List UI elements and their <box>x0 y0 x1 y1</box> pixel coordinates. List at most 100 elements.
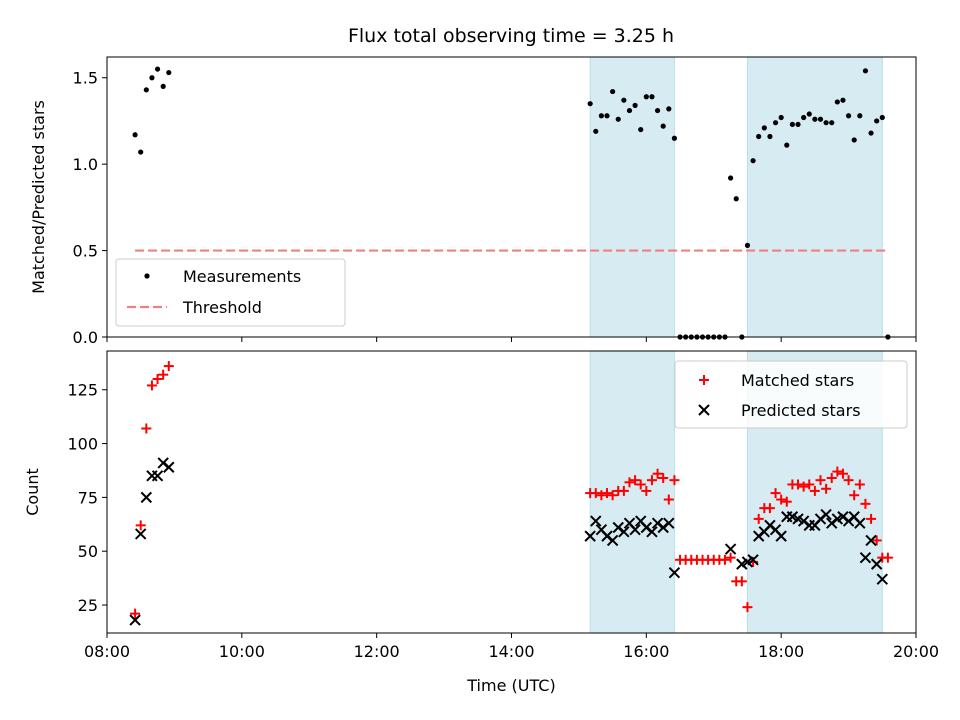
measurement-point <box>789 121 796 128</box>
bottom-y-tick-label: 25 <box>78 596 98 615</box>
measurement-point <box>857 113 863 119</box>
predicted-star-point <box>820 508 832 521</box>
top-y-tick-label: 1.0 <box>73 155 98 174</box>
matched-star-point <box>158 369 169 380</box>
matched-star-point <box>815 475 826 486</box>
predicted-star-point <box>870 558 883 570</box>
matched-star-point <box>602 488 613 499</box>
x-tick-label: 08:00 <box>84 642 130 661</box>
measurement-point <box>744 242 751 248</box>
predicted-star-point-b <box>859 551 872 564</box>
top-highlight-span <box>746 56 883 338</box>
matched-star-point <box>624 477 635 488</box>
top-y-tick-label: 0.0 <box>73 328 98 347</box>
measurement-point <box>812 116 818 122</box>
legend-predicted-label: Predicted stars <box>741 401 861 420</box>
predicted-star-point-b <box>590 515 602 527</box>
matched-star-point <box>719 554 730 565</box>
matched-star-point <box>770 488 781 499</box>
measurement-point <box>632 102 638 108</box>
predicted-star-point-b <box>747 554 759 566</box>
measurement-point <box>862 68 869 74</box>
matched-star-point <box>826 473 837 484</box>
matched-star-point <box>809 485 820 496</box>
measurement-point <box>615 116 621 122</box>
matched-star-point <box>776 494 787 505</box>
predicted-star-point <box>140 491 153 504</box>
top-y-axis-label: Matched/Predicted stars <box>29 100 48 294</box>
measurement-point <box>801 114 807 121</box>
predicted-star-point-b <box>876 573 888 585</box>
matched-star-point <box>854 479 865 490</box>
top-legend: Measurements Threshold <box>115 258 346 327</box>
predicted-star-point-b <box>792 513 804 525</box>
measurement-point <box>728 175 734 181</box>
measurement-point <box>817 116 824 122</box>
matched-star-point <box>764 503 775 514</box>
matched-star-point <box>663 494 674 505</box>
top-legend-box <box>115 258 346 327</box>
measurement-point <box>593 128 599 134</box>
bottom-legend: Matched stars Predicted stars <box>674 360 908 429</box>
predicted-star-point <box>876 573 888 585</box>
predicted-star-point-b <box>135 528 147 540</box>
x-tick-label: 14:00 <box>488 642 534 661</box>
measurement-point <box>138 149 144 155</box>
legend-predicted-marker-b <box>698 404 710 416</box>
predicted-star-point <box>163 461 175 473</box>
predicted-star-point-b <box>595 523 608 536</box>
predicted-star-point-b <box>584 530 596 542</box>
measurement-point <box>874 118 880 124</box>
predicted-star-point-b <box>775 530 787 542</box>
predicted-star-point-b <box>646 526 658 538</box>
matched-star-point <box>860 498 871 509</box>
measurement-point <box>761 125 767 131</box>
matched-star-point <box>646 475 657 486</box>
matched-star-point <box>866 513 877 524</box>
predicted-star-point-b <box>623 517 636 529</box>
measurement-point <box>654 107 661 114</box>
matched-star-point <box>596 490 607 501</box>
measurement-point <box>834 99 840 105</box>
measurement-point <box>621 97 627 103</box>
predicted-star-point <box>854 517 866 529</box>
measurement-point <box>604 113 610 119</box>
predicted-star-point <box>775 530 787 542</box>
bottom-y-tick-label: 75 <box>78 488 98 507</box>
measurement-point <box>823 120 829 126</box>
matched-star-point <box>141 423 152 434</box>
measurement-point <box>879 114 885 121</box>
predicted-star-point <box>151 470 164 482</box>
matched-star-point <box>630 475 641 486</box>
legend-measurements-marker <box>144 273 150 279</box>
measurement-point <box>778 114 784 121</box>
matched-star-point <box>641 485 652 496</box>
predicted-star-point-b <box>163 461 175 473</box>
matched-star-point <box>736 576 747 587</box>
predicted-star-point-b <box>769 523 782 536</box>
predicted-star-point <box>618 526 630 538</box>
predicted-star-point-b <box>865 534 877 547</box>
bottom-panel: 08:00 10:00 12:00 14:00 16:00 18:00 20:00 25 50 7… <box>23 350 939 695</box>
x-tick-label: 10:00 <box>219 642 265 661</box>
predicted-star-point-b <box>724 543 737 555</box>
measurement-point <box>666 106 672 112</box>
measurement-point <box>638 126 644 133</box>
measurement-point <box>756 133 762 140</box>
matched-star-point <box>652 468 663 479</box>
predicted-star-point <box>629 523 641 536</box>
predicted-star-point-b <box>151 470 164 482</box>
measurement-point <box>784 142 790 148</box>
matched-star-point <box>725 552 736 563</box>
predicted-star-point-b <box>820 508 832 521</box>
measurement-point <box>143 87 149 93</box>
top-panel: 0.0 0.5 1.0 1.5 Matched/Predicted stars Measu… <box>29 56 917 347</box>
matched-star-point <box>804 479 815 490</box>
predicted-star-point <box>129 614 141 626</box>
matched-star-point <box>590 488 601 499</box>
measurement-point <box>649 94 655 100</box>
legend-matched-label: Matched stars <box>741 371 854 390</box>
x-axis-label: Time (UTC) <box>466 676 555 695</box>
matched-star-point <box>618 485 629 496</box>
